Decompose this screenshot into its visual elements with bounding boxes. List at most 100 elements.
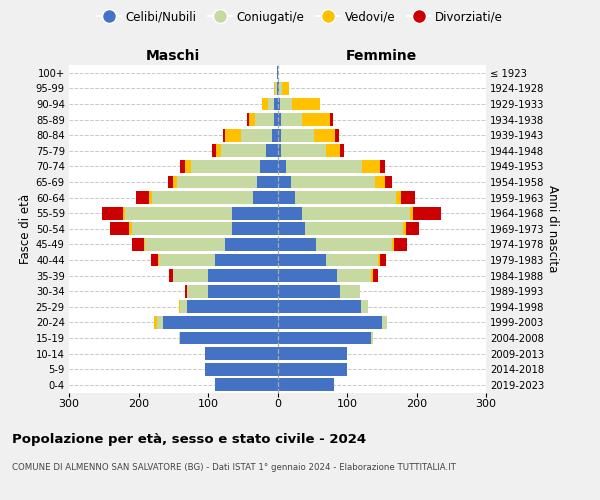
Bar <box>215 144 221 157</box>
Bar <box>122 207 125 220</box>
Bar <box>154 316 157 328</box>
Bar <box>179 300 180 313</box>
Bar <box>359 284 360 298</box>
Bar <box>277 284 340 298</box>
Bar <box>177 176 257 188</box>
Bar <box>406 222 419 235</box>
Bar <box>185 284 187 298</box>
Bar <box>340 284 359 298</box>
Bar <box>277 316 382 328</box>
Bar <box>253 191 277 204</box>
Bar <box>277 332 371 344</box>
Bar <box>277 66 278 79</box>
Bar <box>152 191 253 204</box>
Bar <box>169 269 173 282</box>
Bar <box>277 160 286 173</box>
Bar <box>185 160 191 173</box>
Bar <box>179 160 185 173</box>
Bar <box>260 160 277 173</box>
Bar <box>340 144 344 157</box>
Bar <box>187 284 208 298</box>
Bar <box>403 222 406 235</box>
Bar <box>247 113 249 126</box>
Bar <box>326 144 340 157</box>
Bar <box>223 129 226 141</box>
Bar <box>208 269 277 282</box>
Bar <box>208 284 277 298</box>
Bar <box>277 82 279 95</box>
Bar <box>279 82 283 95</box>
Text: Femmine: Femmine <box>346 48 418 62</box>
Bar <box>361 300 368 313</box>
Bar <box>295 191 395 204</box>
Bar <box>268 98 274 110</box>
Bar <box>232 207 277 220</box>
Bar <box>277 269 337 282</box>
Bar <box>272 129 277 141</box>
Bar <box>302 113 329 126</box>
Text: Popolazione per età, sesso e stato civile - 2024: Popolazione per età, sesso e stato civil… <box>12 432 366 446</box>
Bar <box>274 98 277 110</box>
Bar <box>131 238 144 250</box>
Bar <box>257 176 277 188</box>
Bar <box>380 160 385 173</box>
Bar <box>292 98 320 110</box>
Bar <box>275 82 277 95</box>
Bar <box>286 160 362 173</box>
Bar <box>179 332 180 344</box>
Bar <box>283 82 289 95</box>
Bar <box>277 113 281 126</box>
Bar <box>249 113 254 126</box>
Bar <box>395 191 401 204</box>
Bar <box>277 254 326 266</box>
Bar <box>277 98 280 110</box>
Legend: Celibi/Nubili, Coniugati/e, Vedovi/e, Divorziati/e: Celibi/Nubili, Coniugati/e, Vedovi/e, Di… <box>92 6 508 28</box>
Bar <box>158 254 160 266</box>
Bar <box>173 269 208 282</box>
Y-axis label: Fasce di età: Fasce di età <box>19 194 32 264</box>
Bar <box>277 347 347 360</box>
Bar <box>187 300 277 313</box>
Bar <box>392 238 394 250</box>
Bar <box>380 254 386 266</box>
Bar <box>394 238 407 250</box>
Bar <box>163 316 277 328</box>
Bar <box>385 176 392 188</box>
Bar <box>277 222 305 235</box>
Bar <box>329 113 333 126</box>
Bar <box>274 82 275 95</box>
Bar <box>281 144 326 157</box>
Bar <box>302 207 410 220</box>
Bar <box>173 176 177 188</box>
Bar <box>232 222 277 235</box>
Bar <box>305 222 403 235</box>
Bar <box>326 254 378 266</box>
Bar <box>413 207 441 220</box>
Bar <box>277 129 281 141</box>
Bar <box>281 129 314 141</box>
Bar <box>277 238 316 250</box>
Bar <box>205 347 277 360</box>
Bar <box>277 207 302 220</box>
Bar <box>205 362 277 376</box>
Bar <box>316 238 392 250</box>
Bar <box>314 129 335 141</box>
Bar <box>371 332 373 344</box>
Bar <box>212 144 215 157</box>
Bar <box>337 269 371 282</box>
Bar <box>110 222 130 235</box>
Bar <box>180 332 277 344</box>
Bar <box>144 238 145 250</box>
Bar <box>130 222 131 235</box>
Bar <box>215 378 277 391</box>
Bar <box>382 316 388 328</box>
Bar <box>131 222 232 235</box>
Bar <box>280 98 292 110</box>
Bar <box>149 191 152 204</box>
Bar <box>226 129 241 141</box>
Bar <box>274 113 277 126</box>
Bar <box>191 160 260 173</box>
Bar <box>215 254 277 266</box>
Bar <box>226 238 277 250</box>
Bar <box>277 378 334 391</box>
